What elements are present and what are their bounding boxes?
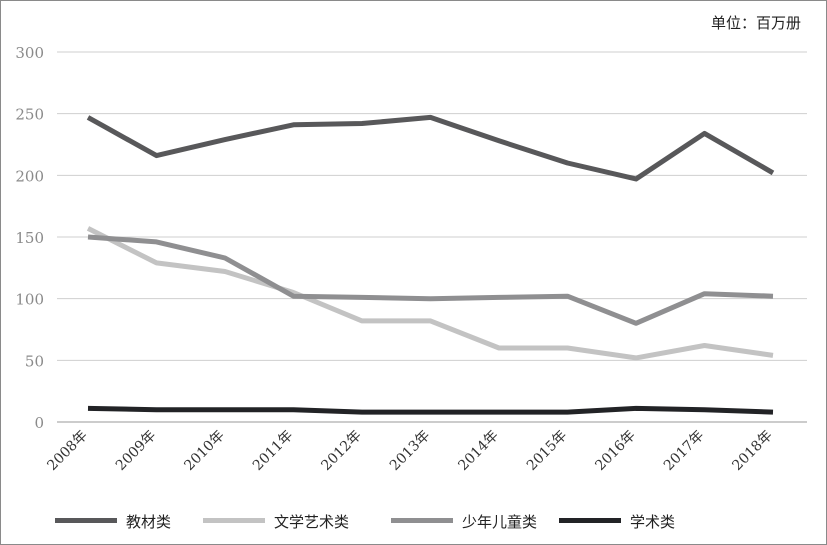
legend: 教材类 文学艺术类 少年儿童类 学术类 (55, 506, 815, 536)
legend-label: 教材类 (126, 513, 172, 531)
legend-swatch (55, 518, 117, 523)
series-line (87, 234, 774, 326)
y-tick-label: 0 (34, 414, 44, 432)
x-tick-label: 2008年 (44, 428, 90, 474)
legend-label: 文学艺术类 (274, 513, 350, 531)
gridlines (57, 51, 807, 423)
y-tick-label: 100 (15, 291, 44, 309)
legend-swatch (203, 518, 265, 523)
x-tick-label: 2014年 (455, 428, 501, 474)
x-tick-label: 2015年 (524, 428, 570, 474)
y-tick-label: 150 (15, 229, 44, 247)
x-axis-ticks: 2008年 2009年 2010年 2011年 2012年 2013年 2014年 2015年… (44, 428, 775, 474)
x-tick-label: 2011年 (250, 428, 296, 474)
x-tick-label: 2012年 (318, 428, 364, 474)
x-tick-label: 2009年 (113, 428, 159, 474)
y-axis-ticks: 0 50 100 150 200 250 300 (15, 44, 44, 432)
legend-label: 少年儿童类 (462, 513, 538, 531)
x-tick-label: 2013年 (387, 428, 433, 474)
x-tick-label: 2017年 (661, 428, 707, 474)
series-line (87, 405, 774, 415)
legend-label: 学术类 (630, 513, 676, 531)
unit-label: 单位：百万册 (710, 14, 801, 32)
x-tick-label: 2010年 (181, 428, 227, 474)
x-tick-label: 2016年 (592, 428, 638, 474)
series-line (86, 226, 774, 361)
y-tick-label: 50 (25, 352, 44, 370)
legend-swatch (391, 518, 453, 523)
y-tick-label: 300 (15, 44, 44, 62)
y-tick-label: 200 (15, 167, 44, 185)
x-tick-label: 2018年 (729, 428, 775, 474)
legend-swatch (559, 518, 621, 523)
series-lines (86, 114, 775, 415)
series-line (86, 114, 775, 182)
y-tick-label: 250 (15, 106, 44, 124)
